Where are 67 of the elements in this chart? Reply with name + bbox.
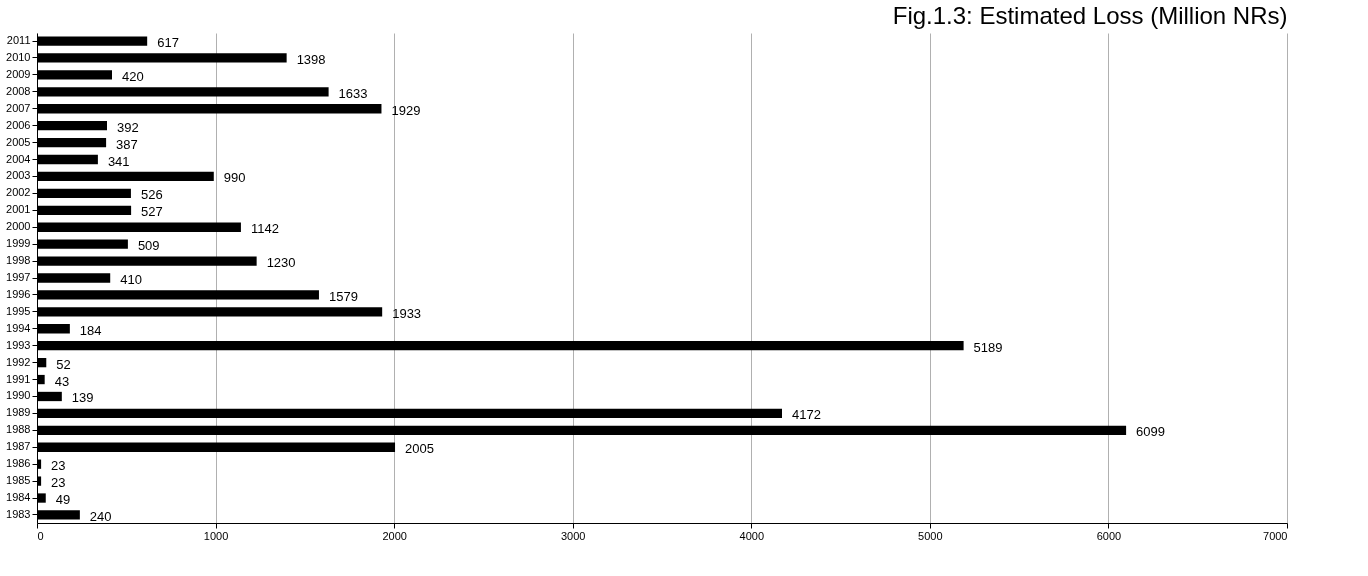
data-label: 1398 — [296, 51, 326, 67]
data-label: 52 — [56, 356, 71, 372]
x-tick-label: 5000 — [918, 529, 943, 542]
data-label: 1929 — [391, 102, 421, 118]
data-label: 43 — [54, 373, 70, 389]
data-label: 341 — [107, 153, 130, 169]
data-label: 23 — [51, 475, 66, 491]
data-label: 387 — [116, 136, 138, 152]
x-tick-label: 0 — [37, 529, 44, 542]
y-tick-label: 1998 — [6, 254, 31, 267]
data-label: 2005 — [405, 441, 434, 457]
y-tick-label: 1987 — [6, 440, 31, 453]
y-tick-label: 1990 — [6, 389, 31, 402]
y-tick-label: 1985 — [6, 474, 31, 487]
data-label: 6099 — [1136, 424, 1166, 440]
data-label: 509 — [137, 238, 160, 254]
y-tick-label: 2006 — [6, 118, 31, 131]
y-tick-label: 1988 — [6, 423, 31, 436]
x-tick-label: 7000 — [1263, 529, 1288, 542]
data-label: 527 — [141, 204, 163, 220]
x-tick-label: 3000 — [560, 529, 586, 542]
data-label: 1933 — [392, 305, 422, 321]
y-tick-label: 1995 — [6, 304, 31, 317]
y-tick-label: 1993 — [6, 338, 31, 351]
data-label: 392 — [117, 119, 139, 135]
data-label: 4172 — [792, 407, 821, 423]
x-tick-label: 6000 — [1096, 529, 1122, 542]
y-tick-label: 1994 — [6, 321, 31, 334]
x-tick-label: 2000 — [382, 529, 407, 542]
data-label: 617 — [157, 35, 179, 51]
x-tick-label: 1000 — [203, 529, 229, 542]
y-tick-label: 2003 — [6, 169, 31, 182]
y-tick-label: 2001 — [6, 203, 31, 216]
data-label: 1142 — [250, 221, 279, 237]
data-label: 1633 — [338, 85, 368, 101]
data-label: 5189 — [973, 339, 1003, 355]
y-tick-label: 1991 — [6, 372, 31, 385]
y-tick-label: 1984 — [6, 491, 31, 504]
data-label: 1579 — [328, 288, 358, 304]
y-tick-label: 1989 — [6, 406, 31, 419]
y-tick-label: 2007 — [6, 101, 31, 114]
chart-title: Fig.1.3: Estimated Loss (Million NRs) — [892, 2, 1288, 29]
y-tick-label: 2004 — [6, 152, 31, 165]
y-tick-label: 2000 — [6, 220, 31, 233]
data-label: 240 — [89, 508, 112, 524]
y-tick-label: 2011 — [6, 34, 31, 47]
y-tick-label: 1986 — [6, 457, 31, 470]
y-tick-label: 1992 — [6, 355, 31, 368]
data-label: 410 — [120, 272, 142, 287]
data-label: 990 — [223, 170, 246, 186]
y-tick-label: 1999 — [6, 237, 31, 250]
y-tick-label: 1983 — [6, 507, 31, 520]
y-tick-label: 2010 — [6, 50, 31, 63]
data-label: 1230 — [266, 255, 296, 271]
y-tick-label: 2002 — [6, 186, 31, 199]
x-tick-label: 4000 — [739, 529, 765, 542]
y-tick-label: 1997 — [6, 271, 31, 283]
y-tick-label: 2005 — [6, 135, 31, 148]
data-label: 420 — [122, 68, 144, 84]
data-label: 49 — [55, 492, 71, 508]
data-label: 184 — [79, 322, 102, 338]
y-tick-label: 2009 — [6, 67, 31, 80]
data-label: 139 — [71, 390, 94, 406]
data-label: 23 — [51, 458, 66, 474]
data-label: 526 — [140, 187, 163, 203]
y-tick-label: 2008 — [6, 84, 31, 97]
y-tick-label: 1996 — [6, 287, 31, 300]
